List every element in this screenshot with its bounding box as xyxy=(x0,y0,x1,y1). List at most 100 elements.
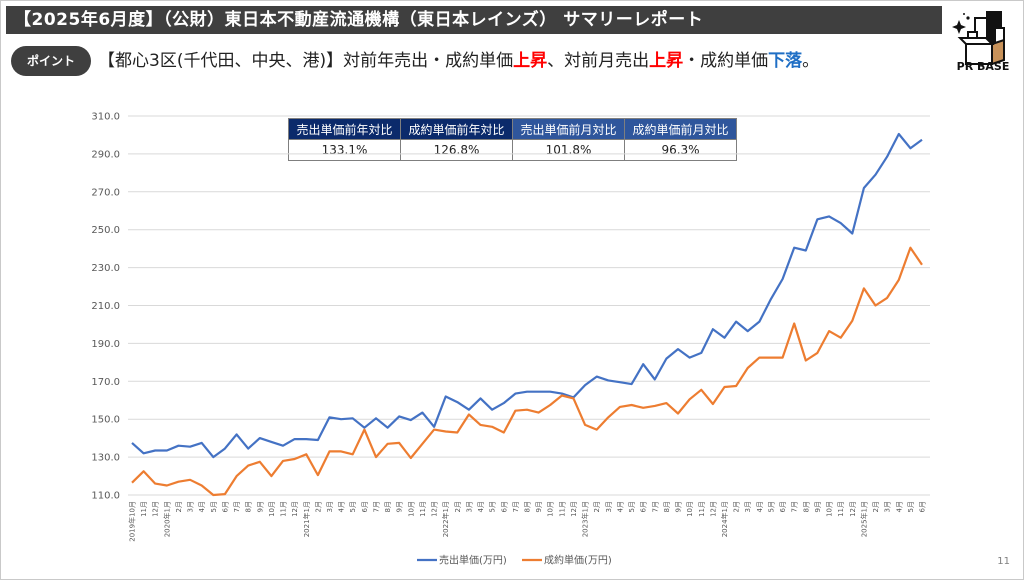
x-tick-label: 2月 xyxy=(872,501,880,512)
x-tick-label: 9月 xyxy=(675,501,683,512)
x-tick-label: 9月 xyxy=(256,501,264,512)
x-tick-label: 2月 xyxy=(593,501,601,512)
summary-value: 101.8% xyxy=(512,139,625,161)
point-text-segment: 、対前月売出 xyxy=(547,51,650,71)
summary-value: 133.1% xyxy=(288,139,401,161)
x-tick-label: 6月 xyxy=(640,501,648,512)
x-tick-label: 12月 xyxy=(570,501,578,517)
x-tick-label: 5月 xyxy=(907,501,915,512)
x-tick-label: 8月 xyxy=(524,501,532,512)
y-tick-label: 170.0 xyxy=(91,377,120,388)
summary-header: 売出単価前月対比 xyxy=(512,118,625,140)
x-tick-label: 5月 xyxy=(767,501,775,512)
x-tick-label: 8月 xyxy=(802,501,810,512)
x-tick-label: 12月 xyxy=(431,501,439,517)
x-tick-label: 2月 xyxy=(314,501,322,512)
point-text-segment: ・成約単価 xyxy=(683,51,769,71)
legend-label-listing: 売出単価(万円) xyxy=(439,554,507,567)
x-tick-label: 4月 xyxy=(756,501,764,512)
x-tick-label: 3月 xyxy=(326,501,334,512)
summary-table: 売出単価前年対比 成約単価前年対比 売出単価前月対比 成約単価前月対比 133.… xyxy=(288,118,737,161)
x-tick-label: 3月 xyxy=(465,501,473,512)
page-number: 11 xyxy=(997,556,1010,567)
x-tick-label: 10月 xyxy=(826,501,834,517)
x-tick-label: 5月 xyxy=(210,501,218,512)
x-tick-label: 3月 xyxy=(744,501,752,512)
x-tick-label: 6月 xyxy=(361,501,369,512)
y-tick-label: 150.0 xyxy=(91,415,120,426)
x-tick-label: 2025年1月 xyxy=(859,501,868,537)
point-text-segment: 。 xyxy=(802,51,820,71)
y-tick-label: 290.0 xyxy=(91,149,120,160)
x-tick-label: 9月 xyxy=(814,501,822,512)
x-tick-label: 11月 xyxy=(280,501,288,517)
price-line-chart: 110.0 130.0 150.0 170.0 190.0 210.0 230.0 250.0… xyxy=(91,112,930,567)
x-tick-label: 10月 xyxy=(686,501,694,517)
x-tick-label: 8月 xyxy=(245,501,253,512)
x-tick-label: 5月 xyxy=(628,501,636,512)
report-title: 【2025年6月度】（公財）東日本不動産流通機構（東日本レインズ） サマリーレポ… xyxy=(6,6,942,34)
summary-value-row: 133.1% 126.8% 101.8% 96.3% xyxy=(288,139,737,161)
x-tick-label: 7月 xyxy=(791,501,799,512)
x-tick-label: 4月 xyxy=(338,501,346,512)
x-tick-label: 3月 xyxy=(884,501,892,512)
y-tick-label: 230.0 xyxy=(91,263,120,274)
x-tick-label: 4月 xyxy=(895,501,903,512)
x-tick-label: 6月 xyxy=(779,501,787,512)
x-tick-label: 4月 xyxy=(477,501,485,512)
y-tick-label: 250.0 xyxy=(91,225,120,236)
y-tick-label: 190.0 xyxy=(91,339,120,350)
x-tick-label: 8月 xyxy=(663,501,671,512)
x-tick-label: 11月 xyxy=(837,501,845,517)
x-tick-label: 10月 xyxy=(268,501,276,517)
x-tick-label: 11月 xyxy=(419,501,427,517)
contract-price-line xyxy=(131,246,923,497)
x-tick-label: 7月 xyxy=(372,501,380,512)
x-tick-label: 2019年10月 xyxy=(128,501,137,542)
x-tick-label: 12月 xyxy=(291,501,299,517)
legend-label-contract: 成約単価(万円) xyxy=(544,554,612,567)
x-tick-label: 6月 xyxy=(221,501,229,512)
x-tick-label: 10月 xyxy=(407,501,415,517)
point-summary-text: 【都心3区(千代田、中央、港)】対前年売出・成約単価上昇、対前月売出上昇・成約単… xyxy=(98,46,819,76)
x-tick-label: 5月 xyxy=(489,501,497,512)
x-tick-label: 2020年1月 xyxy=(162,501,171,537)
x-tick-label: 2月 xyxy=(454,501,462,512)
x-tick-label: 11月 xyxy=(558,501,566,517)
x-tick-label: 2024年1月 xyxy=(720,501,729,537)
x-tick-label: 6月 xyxy=(500,501,508,512)
y-tick-label: 270.0 xyxy=(91,187,120,198)
x-tick-label: 2023年1月 xyxy=(581,501,590,537)
summary-header: 売出単価前年対比 xyxy=(288,118,401,140)
x-tick-label: 2021年1月 xyxy=(302,501,311,537)
x-tick-label: 7月 xyxy=(512,501,520,512)
x-tick-label: 6月 xyxy=(919,501,927,512)
x-tick-label: 11月 xyxy=(698,501,706,517)
x-tick-label: 7月 xyxy=(233,501,241,512)
logo-text: PR BASE xyxy=(956,60,1010,73)
x-tick-label: 2月 xyxy=(733,501,741,512)
x-tick-label: 8月 xyxy=(384,501,392,512)
listing-price-line xyxy=(131,132,923,459)
x-tick-label: 9月 xyxy=(396,501,404,512)
x-tick-label: 3月 xyxy=(605,501,613,512)
x-tick-label: 7月 xyxy=(651,501,659,512)
x-tick-label: 2月 xyxy=(175,501,183,512)
x-tick-label: 12月 xyxy=(152,501,160,517)
x-tick-label: 4月 xyxy=(198,501,206,512)
rise-keyword: 上昇 xyxy=(649,51,684,71)
x-tick-label: 4月 xyxy=(616,501,624,512)
y-tick-label: 110.0 xyxy=(91,491,120,502)
y-tick-label: 130.0 xyxy=(91,453,120,464)
building-box-icon xyxy=(952,11,1005,66)
x-tick-label: 12月 xyxy=(709,501,717,517)
x-tick-label: 9月 xyxy=(535,501,543,512)
summary-value: 96.3% xyxy=(624,139,737,161)
y-tick-label: 210.0 xyxy=(91,301,120,312)
x-tick-label: 2022年1月 xyxy=(441,501,450,537)
point-badge: ポイント xyxy=(11,46,91,76)
fall-keyword: 下落 xyxy=(768,51,803,71)
x-tick-label: 3月 xyxy=(187,501,195,512)
rise-keyword: 上昇 xyxy=(513,51,548,71)
y-tick-label: 310.0 xyxy=(91,112,120,123)
